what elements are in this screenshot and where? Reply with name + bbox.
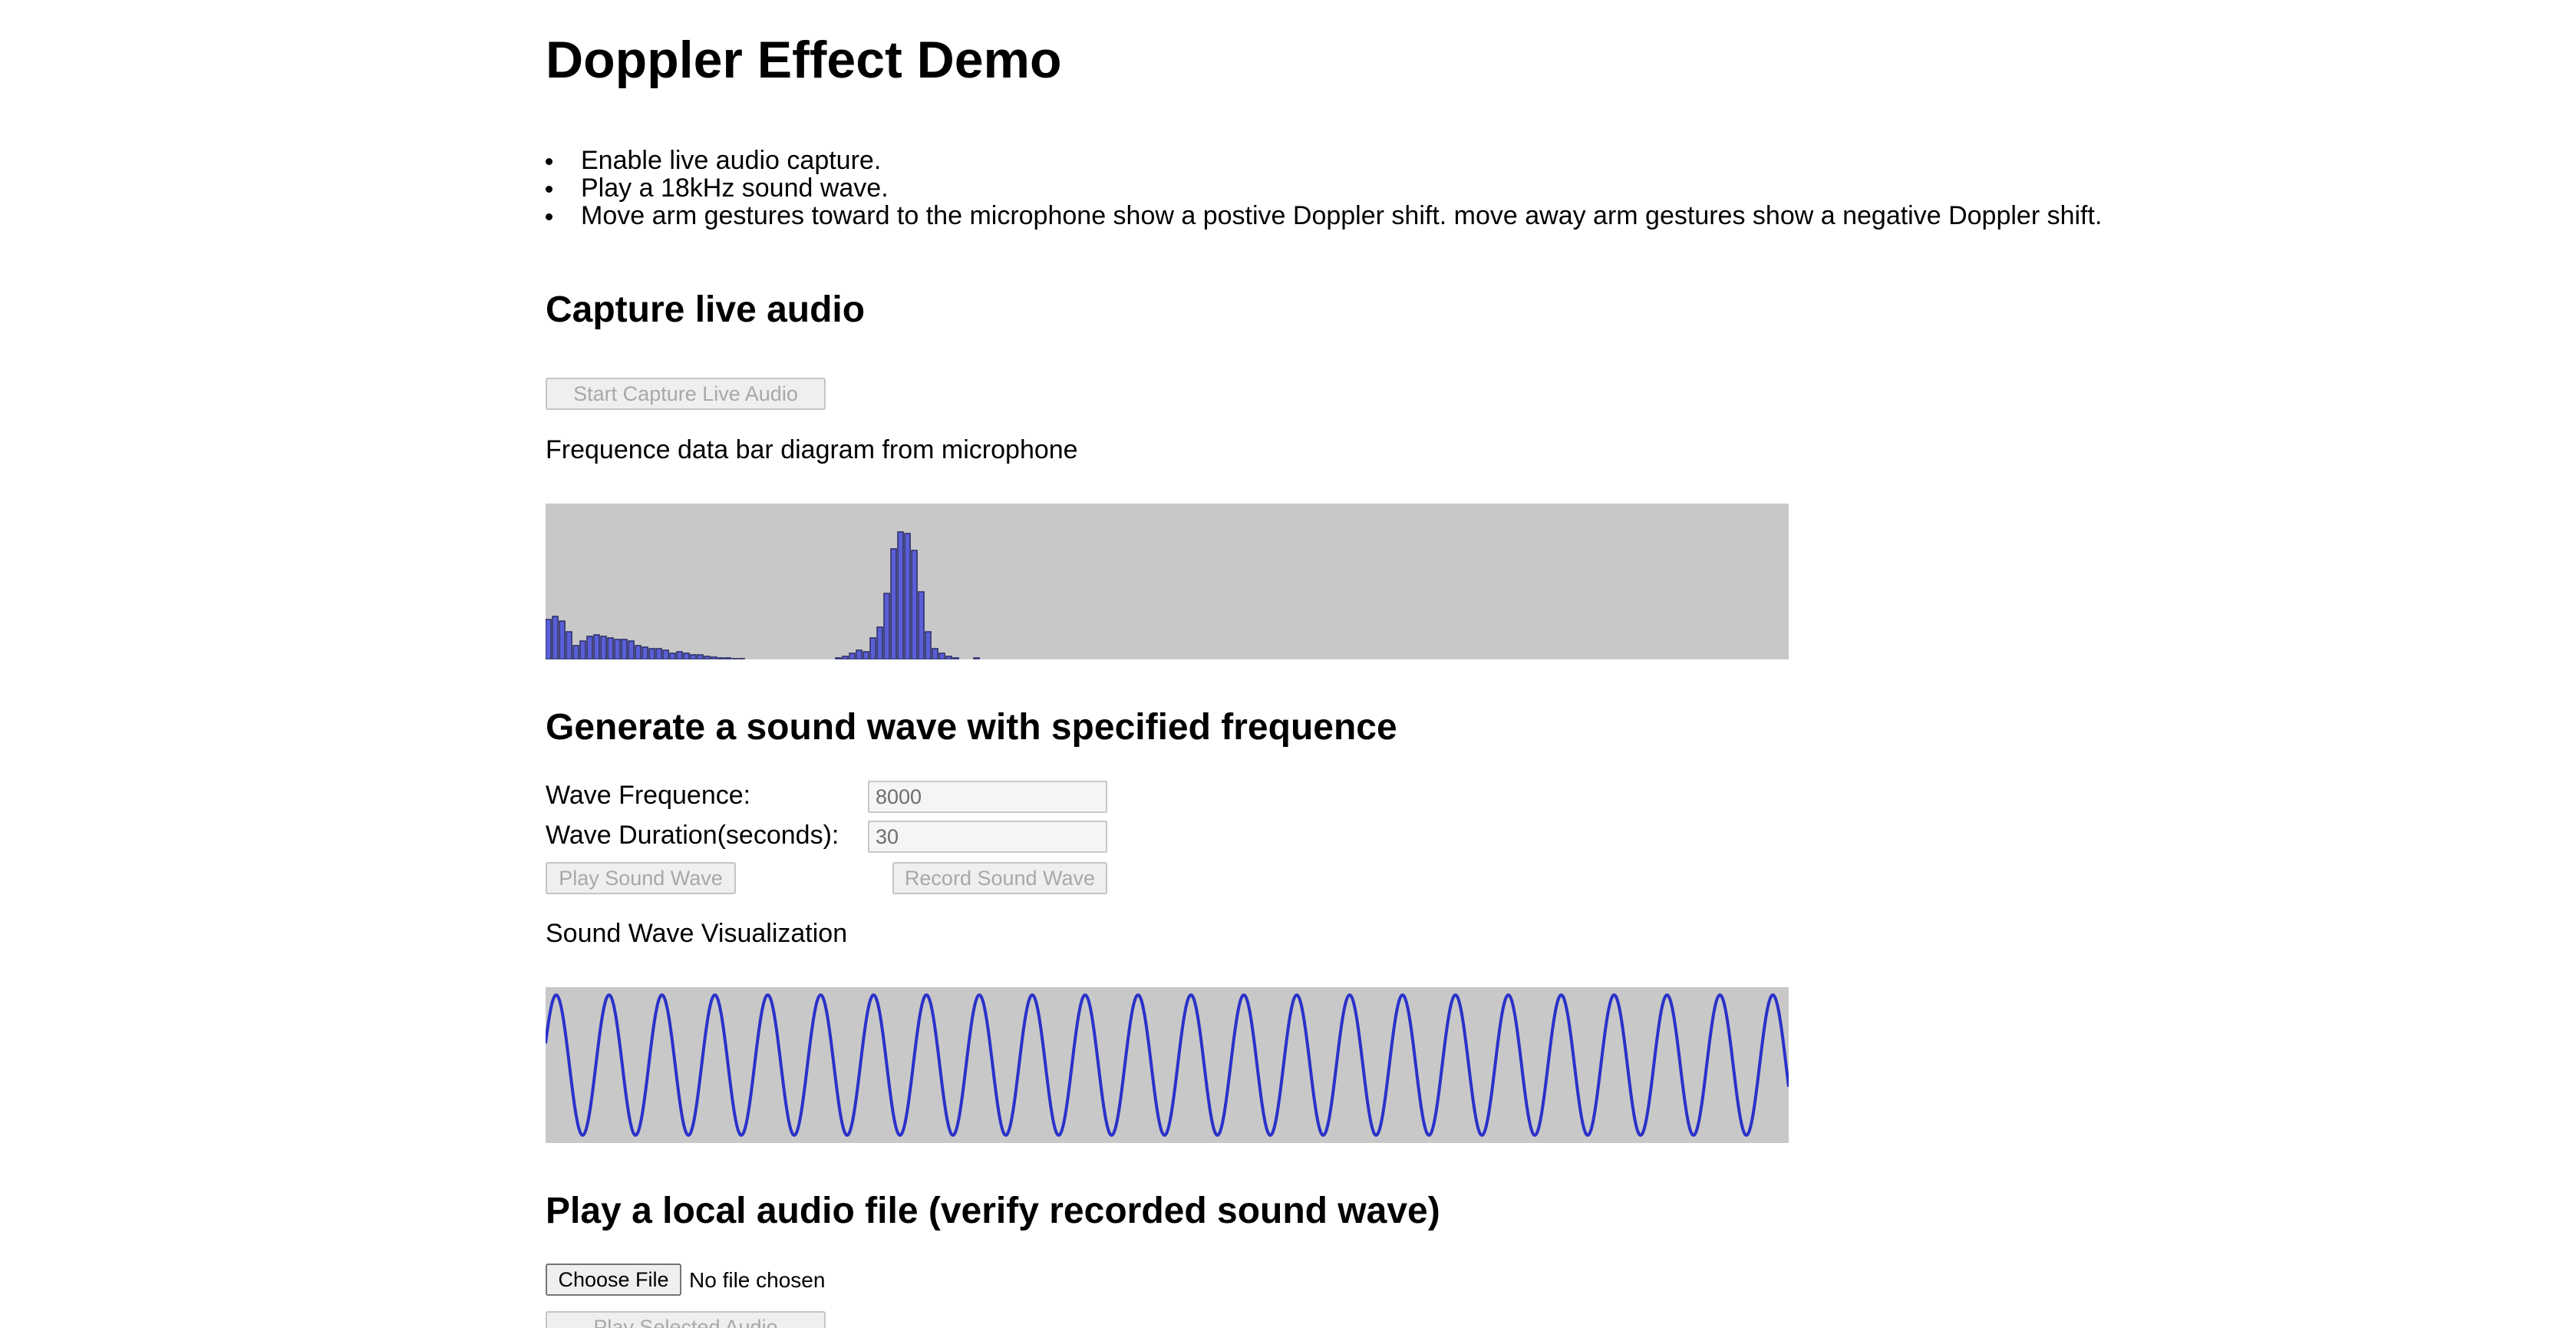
instruction-list: Enable live audio capture. Play a 18kHz … <box>546 147 2102 230</box>
record-sound-wave-button[interactable]: Record Sound Wave <box>892 862 1107 894</box>
frequency-bar <box>662 649 669 659</box>
frequency-bar <box>676 651 683 659</box>
frequency-bar <box>566 631 572 659</box>
frequency-bar-chart <box>546 531 980 659</box>
frequency-bar <box>973 657 980 659</box>
frequency-bar <box>925 631 932 659</box>
frequency-bar <box>546 619 552 659</box>
frequency-bar <box>614 639 621 659</box>
frequency-label: Wave Frequence: <box>546 781 751 810</box>
frequency-bar <box>856 649 863 659</box>
frequency-bar <box>586 636 593 659</box>
frequency-bar <box>952 657 959 659</box>
capture-heading: Capture live audio <box>546 289 866 330</box>
frequency-bar <box>876 626 883 659</box>
file-status-text: No file chosen <box>689 1268 826 1292</box>
frequency-bar <box>635 645 642 659</box>
frequency-bar <box>552 616 559 659</box>
play-sound-wave-button[interactable]: Play Sound Wave <box>546 862 736 894</box>
frequency-bar <box>842 656 849 659</box>
wave-visualization-caption: Sound Wave Visualization <box>546 919 848 948</box>
frequency-bar <box>711 656 717 659</box>
choose-file-button[interactable]: Choose File <box>546 1264 681 1296</box>
frequency-bar-canvas <box>546 504 1789 659</box>
frequency-bar <box>724 657 731 659</box>
frequency-bar <box>628 640 635 659</box>
frequency-bar <box>690 654 697 659</box>
frequency-bar <box>655 648 662 659</box>
instruction-item: Enable live audio capture. <box>546 147 2102 174</box>
generate-heading: Generate a sound wave with specified fre… <box>546 707 1397 748</box>
frequency-bar <box>642 646 648 659</box>
sound-wave-chart <box>546 993 1789 1137</box>
frequency-bar <box>717 657 724 659</box>
frequency-bar <box>600 636 607 659</box>
frequency-bar <box>849 652 856 659</box>
frequency-bar <box>559 620 566 659</box>
frequency-bar <box>704 656 711 659</box>
instruction-item: Play a 18kHz sound wave. <box>546 174 2102 202</box>
frequency-bar <box>835 657 842 659</box>
frequency-bar <box>579 640 586 659</box>
frequency-bar <box>945 656 952 659</box>
instruction-item: Move arm gestures toward to the micropho… <box>546 202 2102 230</box>
frequency-bar <box>697 654 704 659</box>
duration-label: Wave Duration(seconds): <box>546 821 839 850</box>
frequency-bar <box>932 648 938 659</box>
frequency-bar <box>890 548 897 659</box>
frequency-bar <box>918 591 925 659</box>
play-selected-audio-button[interactable]: Play Selected Audio <box>546 1311 826 1328</box>
page-title: Doppler Effect Demo <box>546 31 1062 89</box>
frequency-bar <box>938 652 945 659</box>
frequency-bar <box>883 593 890 659</box>
frequency-bar <box>648 648 655 659</box>
frequency-bar <box>593 634 600 659</box>
frequency-input[interactable] <box>868 781 1107 813</box>
sound-wave-canvas <box>546 987 1789 1143</box>
frequency-bar <box>607 637 614 659</box>
duration-input[interactable] <box>868 821 1107 853</box>
frequency-bar <box>572 645 579 659</box>
frequency-bar <box>911 550 918 659</box>
frequency-bar <box>904 533 911 659</box>
frequency-bar <box>621 639 628 659</box>
frequency-bar <box>869 637 876 659</box>
frequency-bar <box>683 652 690 659</box>
frequency-bar <box>863 651 869 659</box>
frequency-chart-caption: Frequence data bar diagram from micropho… <box>546 435 1078 464</box>
local-file-heading: Play a local audio file (verify recorded… <box>546 1191 1440 1231</box>
frequency-bar <box>897 531 904 659</box>
start-capture-button[interactable]: Start Capture Live Audio <box>546 378 826 410</box>
sound-wave-line <box>546 993 1789 1137</box>
frequency-bar <box>669 652 676 659</box>
